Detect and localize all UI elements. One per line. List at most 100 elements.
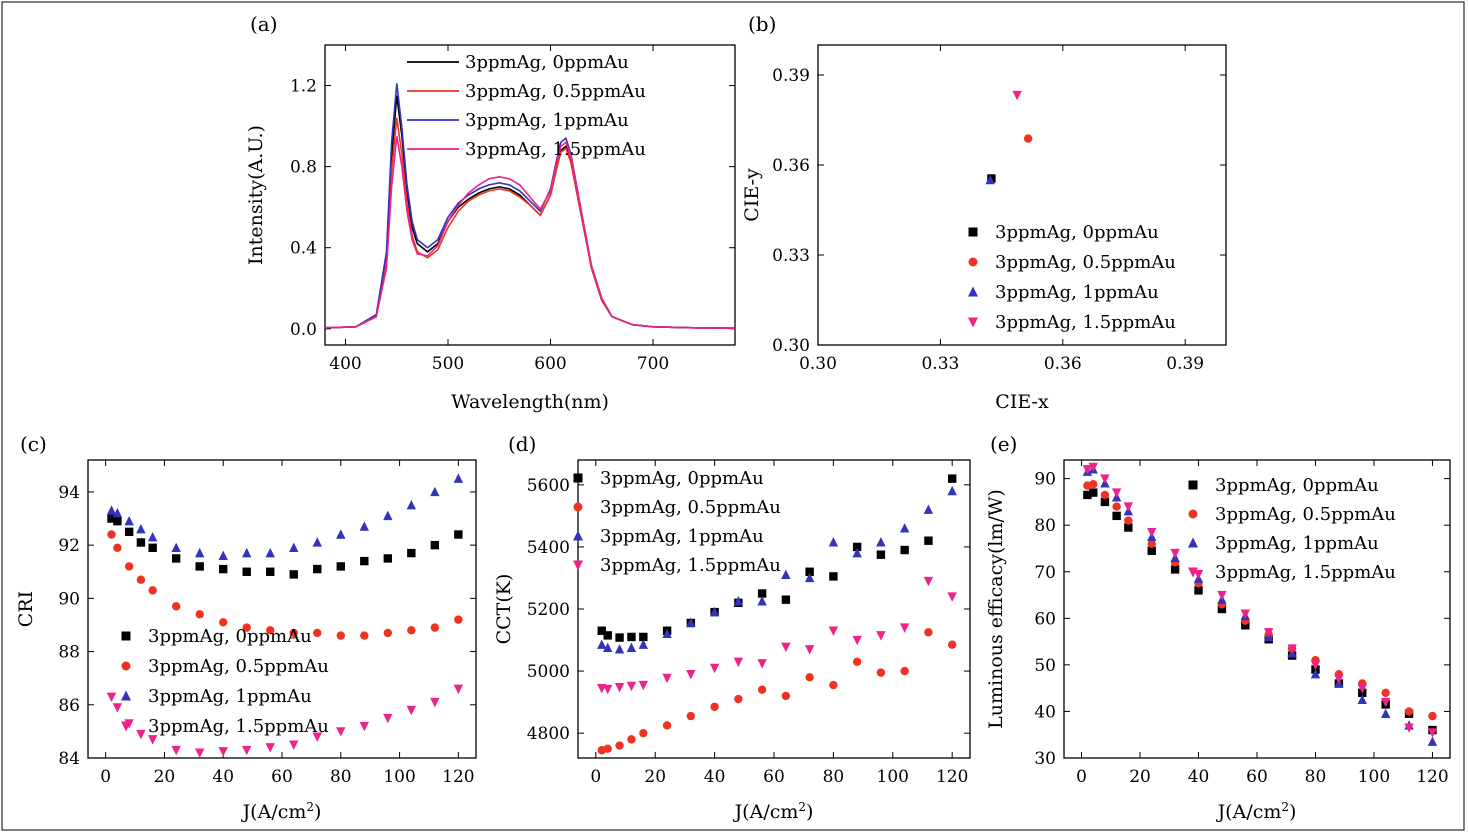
legend-marker bbox=[1188, 509, 1198, 519]
x-axis-label-end: ) bbox=[1289, 801, 1296, 823]
panel-label: (b) bbox=[748, 12, 776, 36]
data-point bbox=[804, 645, 815, 655]
panel-label: (c) bbox=[20, 432, 47, 456]
data-point bbox=[626, 642, 637, 653]
data-point bbox=[781, 595, 791, 604]
x-tick-label: 0.36 bbox=[1044, 354, 1082, 374]
data-point bbox=[876, 537, 886, 547]
data-point bbox=[266, 626, 275, 635]
legend-marker bbox=[573, 473, 583, 483]
data-point bbox=[1112, 511, 1121, 521]
data-point bbox=[336, 631, 345, 640]
x-tick-label: 0 bbox=[100, 767, 111, 787]
data-point bbox=[733, 596, 744, 606]
data-point bbox=[1100, 490, 1110, 500]
data-point bbox=[852, 542, 862, 552]
data-point bbox=[662, 628, 672, 639]
x-tick-label: 40 bbox=[1188, 767, 1210, 787]
data-point bbox=[242, 567, 251, 576]
data-point bbox=[1082, 465, 1093, 475]
data-point bbox=[219, 618, 228, 627]
data-point bbox=[359, 521, 370, 531]
data-point bbox=[614, 644, 625, 654]
data-point bbox=[781, 642, 791, 653]
data-point bbox=[638, 680, 649, 691]
data-point bbox=[1217, 604, 1227, 614]
data-point bbox=[639, 728, 648, 738]
data-point bbox=[804, 572, 815, 583]
data-point bbox=[1100, 497, 1110, 507]
data-point bbox=[171, 602, 181, 611]
plot-area bbox=[597, 474, 957, 755]
x-axis-label-end: ) bbox=[806, 801, 813, 823]
data-point bbox=[710, 702, 719, 711]
data-point bbox=[947, 474, 957, 483]
data-point bbox=[1381, 688, 1390, 698]
x-tick-label: 60 bbox=[1246, 767, 1268, 787]
data-point bbox=[453, 473, 464, 483]
y-axis-label: CCT(K) bbox=[493, 574, 515, 645]
x-tick-label: 120 bbox=[1416, 767, 1448, 787]
data-point bbox=[1427, 736, 1438, 746]
data-point bbox=[336, 562, 345, 571]
data-point bbox=[383, 713, 393, 724]
legend-entry: 3ppmAg, 0ppmAu bbox=[995, 222, 1159, 243]
y-tick-label: 90 bbox=[58, 589, 80, 609]
y-tick-label: 40 bbox=[1034, 702, 1056, 722]
legend-entry: 3ppmAg, 1ppmAu bbox=[1215, 533, 1379, 554]
data-point bbox=[1111, 488, 1122, 498]
axes-frame bbox=[87, 459, 477, 759]
x-axis-label-superscript: 2 bbox=[1281, 800, 1289, 814]
x-tick-label: 80 bbox=[823, 767, 845, 787]
legend-entry: 3ppmAg, 0.5ppmAu bbox=[1215, 504, 1396, 525]
data-point bbox=[1428, 711, 1437, 721]
panel-4: (d) 0 20 40 60 80 100 120 4800 5000 5200 5400 5600 J(… bbox=[493, 432, 971, 823]
legend-entry: 3ppmAg, 1.5ppmAu bbox=[995, 312, 1176, 333]
data-point bbox=[136, 523, 146, 534]
panel-1: (a) 400 500 600 700 0.0 0.4 0.8 1.2 Wavelength(nm… bbox=[245, 12, 736, 413]
data-point bbox=[1123, 502, 1134, 512]
y-tick-label: 5600 bbox=[527, 476, 570, 496]
data-point bbox=[1357, 683, 1367, 694]
data-point bbox=[1089, 480, 1098, 489]
data-point bbox=[1023, 134, 1033, 143]
y-tick-label: 5400 bbox=[527, 538, 570, 558]
data-point bbox=[171, 542, 181, 553]
x-axis-label: J(A/cm2) bbox=[241, 800, 322, 823]
data-point bbox=[1427, 728, 1438, 738]
data-point bbox=[136, 575, 146, 584]
data-point bbox=[947, 592, 957, 602]
data-point bbox=[147, 735, 158, 745]
data-point bbox=[757, 589, 767, 598]
y-tick-label: 94 bbox=[58, 483, 80, 503]
legend-entry: 3ppmAg, 0ppmAu bbox=[1215, 475, 1379, 496]
data-point bbox=[924, 628, 933, 637]
x-tick-label: 20 bbox=[644, 767, 666, 787]
data-point bbox=[709, 606, 720, 617]
x-tick-label: 120 bbox=[442, 767, 474, 787]
data-point bbox=[757, 596, 767, 606]
data-point bbox=[112, 508, 123, 518]
legend-marker bbox=[121, 661, 131, 671]
data-point bbox=[1089, 488, 1098, 497]
legend-entry: 3ppmAg, 1.5ppmAu bbox=[465, 139, 646, 160]
data-point bbox=[947, 640, 957, 649]
data-point bbox=[107, 514, 116, 523]
data-point bbox=[1147, 527, 1157, 538]
panel-label: (e) bbox=[990, 432, 1017, 456]
data-point bbox=[615, 741, 624, 750]
x-tick-label: 0.30 bbox=[799, 354, 837, 374]
x-tick-label: 40 bbox=[212, 767, 234, 787]
data-point bbox=[899, 523, 910, 533]
legend-marker bbox=[573, 560, 583, 571]
x-tick-label: 0.39 bbox=[1166, 354, 1204, 374]
x-tick-label: 120 bbox=[936, 767, 968, 787]
data-point bbox=[876, 668, 886, 677]
data-point bbox=[1240, 609, 1251, 619]
data-point bbox=[454, 530, 463, 539]
data-point bbox=[686, 617, 696, 628]
x-tick-label: 600 bbox=[534, 354, 566, 374]
data-point bbox=[148, 586, 157, 595]
data-point bbox=[1287, 644, 1297, 654]
